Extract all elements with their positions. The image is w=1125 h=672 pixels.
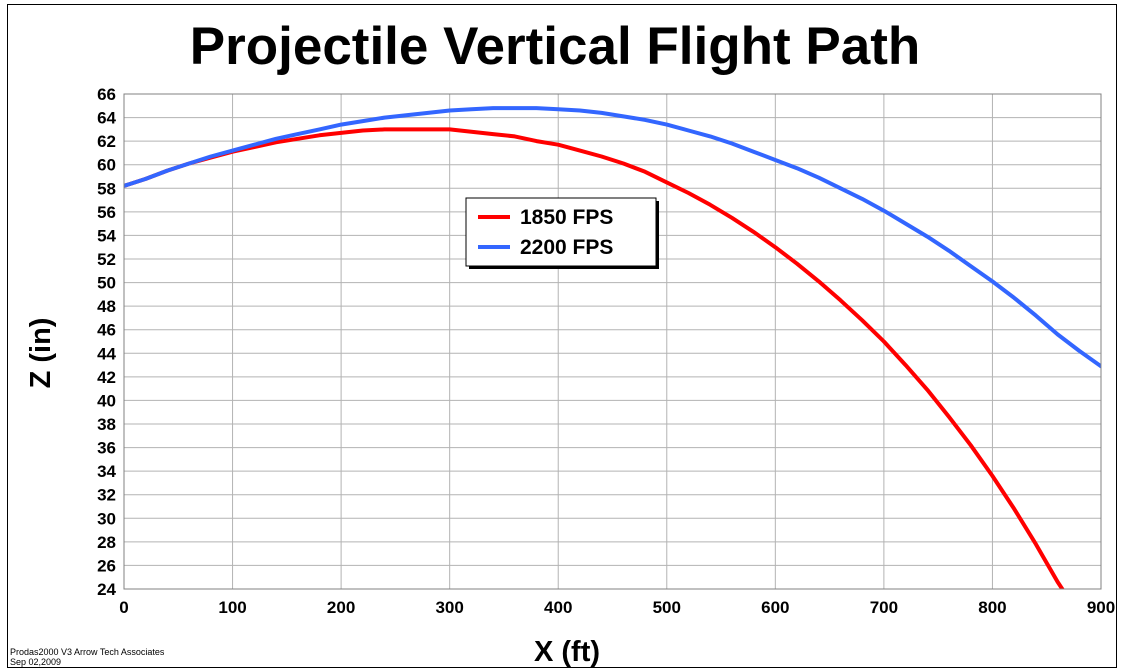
y-tick-label: 32 [97,486,116,505]
y-tick-label: 38 [97,415,116,434]
y-tick-label: 34 [97,462,116,481]
y-axis-label: Z (in) [25,318,57,389]
series-line-2 [124,106,1101,369]
y-tick-label: 26 [97,556,116,575]
y-tick-labels: 24 26 28 30 32 34 36 38 40 42 44 46 48 50 52 54 56 58 60 62… [97,85,116,599]
legend-label-2: 2200 FPS [520,236,613,259]
x-tick-label: 300 [435,598,463,617]
y-tick-label: 64 [97,109,116,128]
y-tick-label: 66 [97,85,116,104]
y-tick-label: 40 [97,391,116,410]
legend-box [465,197,657,267]
x-tick-label: 500 [653,598,681,617]
x-tick-label: 700 [870,598,898,617]
x-tick-label: 600 [761,598,789,617]
y-tick-label: 48 [97,297,116,316]
chart-title: Projectile Vertical Flight Path [190,17,920,76]
y-tick-label: 24 [97,580,116,599]
x-tick-label: 800 [978,598,1006,617]
y-tick-label: 42 [97,368,116,387]
y-tick-label: 36 [97,439,116,458]
chart-frame [7,4,1117,668]
legend: 1850 FPS 2200 FPS [465,197,659,269]
y-tick-label: 44 [97,344,116,363]
y-tick-label: 30 [97,509,116,528]
x-tick-label: 400 [544,598,572,617]
x-tick-label: 0 [119,598,128,617]
y-tick-label: 62 [97,132,116,151]
x-tick-label: 900 [1087,598,1115,617]
y-tick-label: 28 [97,533,116,552]
y-tick-label: 56 [97,203,116,222]
x-tick-labels: 0 100 200 300 400 500 600 700 800 900 [119,598,1115,617]
series-line-1 [124,127,1065,589]
x-tick-label: 200 [327,598,355,617]
x-axis-label: X (ft) [534,636,600,668]
footer-line-2: Sep 02,2009 [10,657,61,667]
legend-label-1: 1850 FPS [520,206,613,229]
series-lines [124,106,1101,589]
y-tick-label: 60 [97,156,116,175]
y-tick-label: 52 [97,250,116,269]
y-tick-label: 54 [97,226,116,245]
y-tick-label: 50 [97,274,116,293]
plot-area [123,93,1102,590]
footer-line-1: Prodas2000 V3 Arrow Tech Associates [10,647,165,657]
grid [123,93,1102,590]
y-tick-label: 58 [97,179,116,198]
x-tick-label: 100 [218,598,246,617]
y-tick-label: 46 [97,321,116,340]
